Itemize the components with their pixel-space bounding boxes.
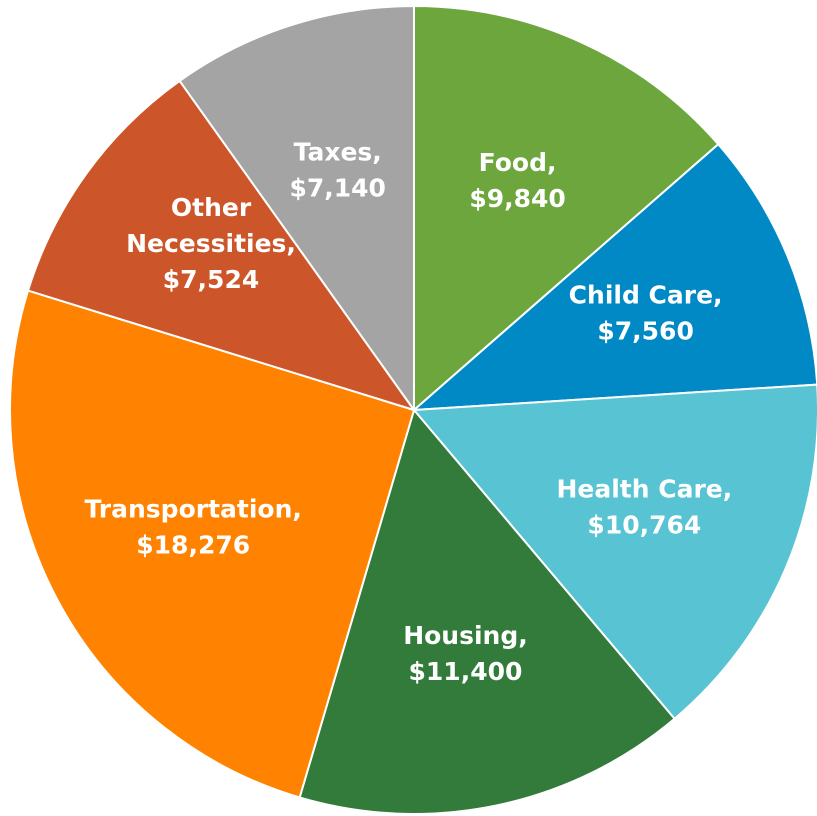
slice-label: Other Necessities, $7,524 (126, 193, 296, 294)
category-label: Housing, (403, 621, 528, 650)
value-label: $7,524 (163, 265, 259, 294)
slice-label: Transportation, $18,276 (85, 494, 302, 559)
category-label: Taxes, (294, 137, 382, 166)
pie-slice (9, 289, 416, 799)
slice-label: Taxes, $7,140 (289, 137, 385, 202)
category-label: Transportation, (85, 494, 302, 523)
pie-slice (298, 407, 676, 815)
pie-slice (411, 142, 817, 412)
pie-slice (178, 4, 415, 414)
category-label: Other Necessities, (126, 193, 296, 258)
category-label: Food, (479, 148, 557, 177)
value-label: $7,560 (597, 317, 693, 346)
category-line: Other (171, 193, 252, 222)
value-label: $9,840 (469, 184, 565, 213)
pie-slice (413, 4, 720, 413)
value-label: $7,140 (289, 173, 385, 202)
slice-label: Health Care, $10,764 (556, 474, 732, 539)
value-label: $18,276 (136, 530, 250, 559)
category-line: Necessities, (126, 229, 296, 258)
category-label: Health Care, (556, 474, 732, 503)
category-label: Child Care, (569, 281, 723, 310)
value-label: $11,400 (409, 657, 523, 686)
value-label: $10,764 (587, 510, 701, 539)
pie-slice (26, 79, 417, 412)
slice-label: Housing, $11,400 (403, 621, 528, 686)
pie-slice (411, 383, 817, 721)
slice-label: Child Care, $7,560 (569, 281, 723, 346)
slice-label: Food, $9,840 (469, 148, 565, 213)
